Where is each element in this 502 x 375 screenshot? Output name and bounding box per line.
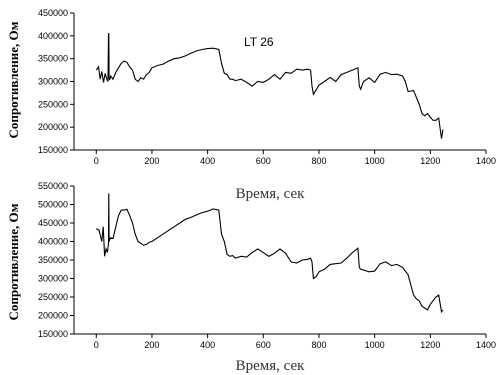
series-line-top [95,32,444,139]
x-tick-label: 1400 [476,340,496,350]
x-tick-label: 200 [144,340,159,350]
x-tick-label: 200 [144,156,159,166]
x-tick-label: 600 [256,340,271,350]
ticks-bottom: 150000 200000 250000 300000 350000 400000 4500… [38,181,496,350]
y-axis-label-top: Сопротивление, Ом [6,21,21,138]
y-tick-label: 400000 [38,237,68,247]
y-tick-label: 250000 [38,99,68,109]
y-tick-label: 350000 [38,255,68,265]
x-tick-label: 800 [311,156,326,166]
y-tick-label: 300000 [38,77,68,87]
x-tick-label: 1200 [420,156,440,166]
annotation-lt26: LT 26 [244,35,274,49]
x-tick-label: 400 [200,156,215,166]
y-tick-label: 450000 [38,218,68,228]
y-tick-label: 200000 [38,311,68,321]
chart-bottom: 150000 200000 250000 300000 350000 400000 4500… [6,181,496,374]
x-axis-label-top: Время, сек [236,186,306,202]
series-line-bottom [96,193,444,314]
y-tick-label: 150000 [38,145,68,155]
x-tick-label: 400 [200,340,215,350]
x-axis-label-bottom: Время, сек [236,358,306,374]
x-tick-label: 0 [94,340,99,350]
y-tick-label: 200000 [38,122,68,132]
y-tick-label: 500000 [38,200,68,210]
axes-bottom [73,186,486,335]
x-tick-label: 1400 [476,156,496,166]
y-tick-label: 400000 [38,31,68,41]
x-tick-label: 1000 [365,340,385,350]
y-axis-label-bottom: Сопротивление, Ом [6,203,21,320]
x-tick-label: 1000 [365,156,385,166]
y-tick-label: 450000 [38,8,68,18]
ticks-top: 150000 200000 250000 300000 350000 400000 4500… [38,8,496,166]
axes-top [73,13,486,151]
x-tick-label: 600 [256,156,271,166]
y-tick-label: 350000 [38,54,68,64]
x-tick-label: 1200 [420,340,440,350]
y-tick-label: 150000 [38,329,68,339]
chart-top: 150000 200000 250000 300000 350000 400000 4500… [6,8,496,202]
x-tick-label: 800 [311,340,326,350]
y-tick-label: 300000 [38,274,68,284]
y-tick-label: 250000 [38,292,68,302]
x-tick-label: 0 [94,156,99,166]
y-tick-label: 550000 [38,181,68,191]
